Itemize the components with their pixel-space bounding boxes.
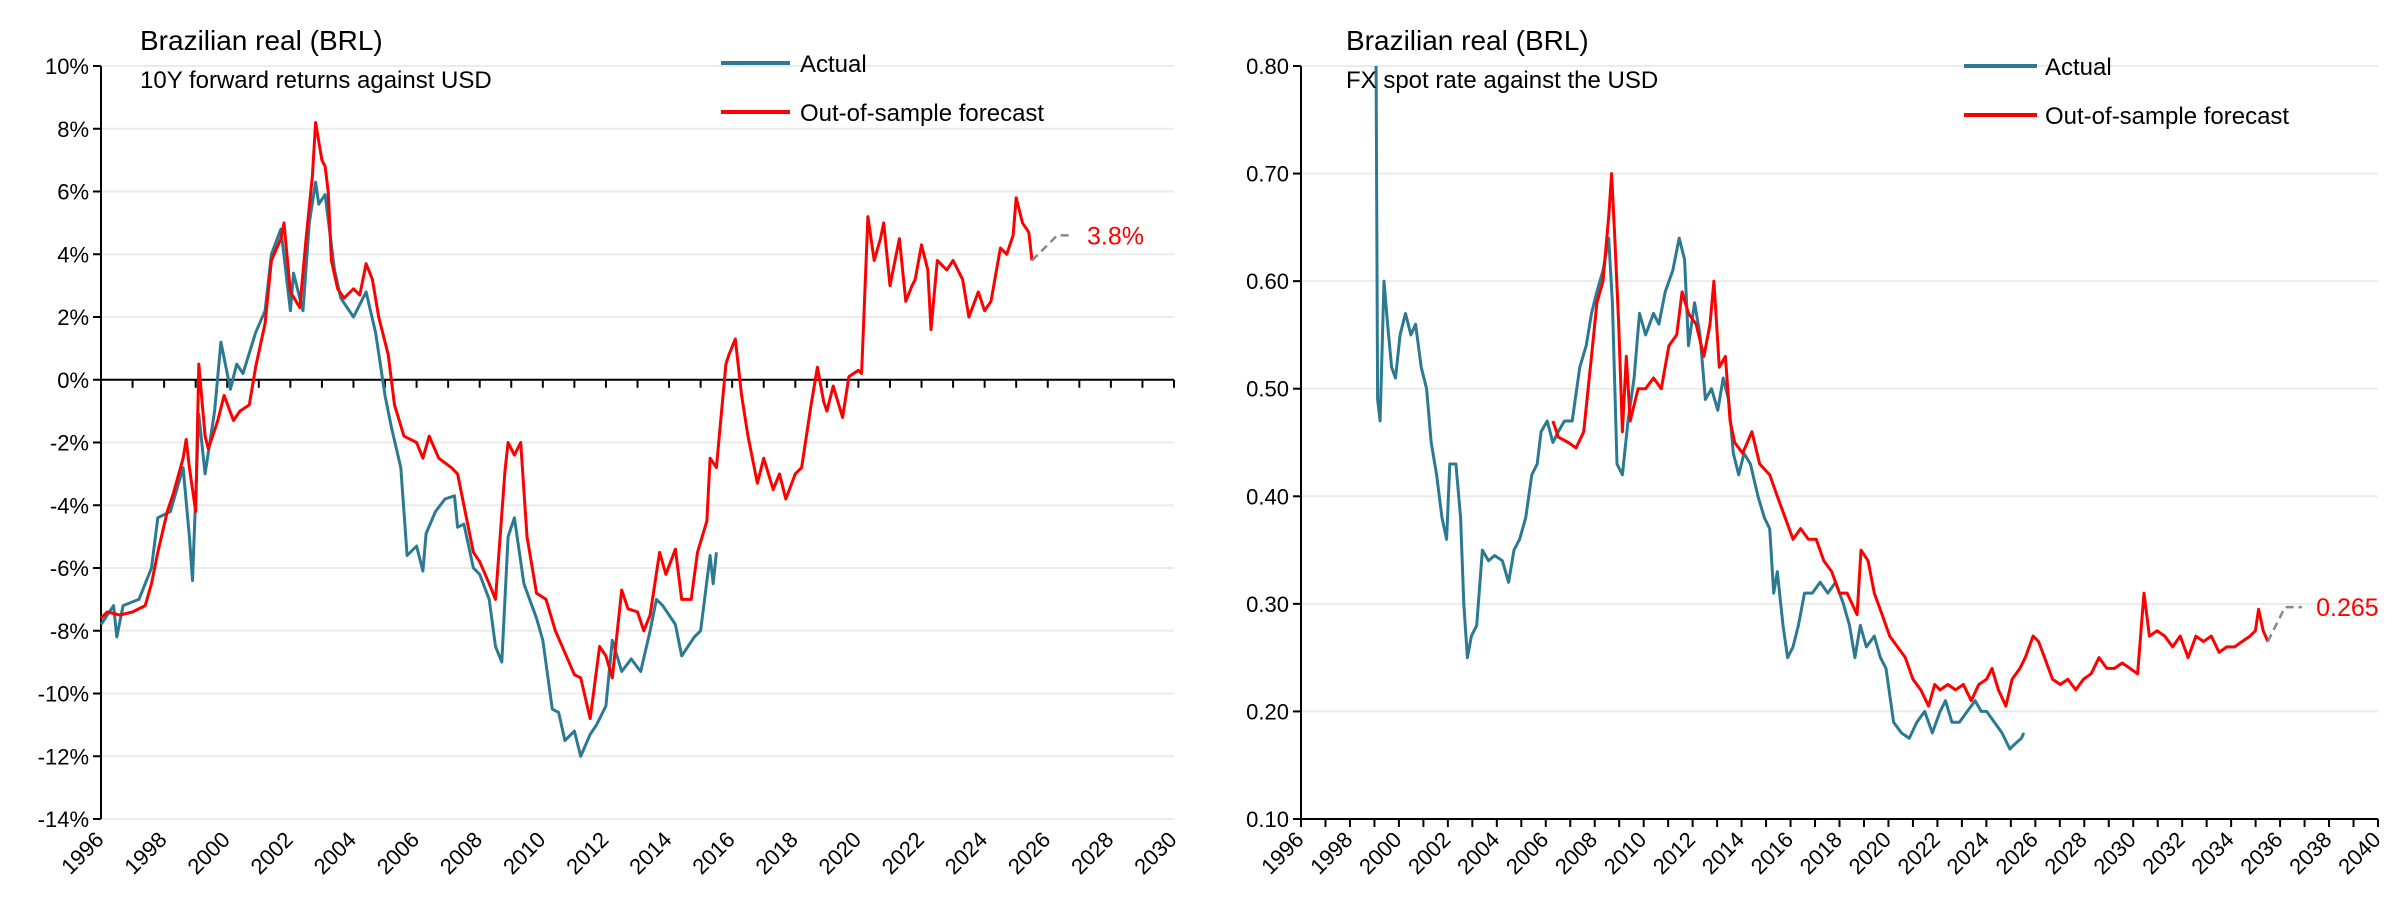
left-chart-subtitle: 10Y forward returns against USD bbox=[140, 67, 492, 94]
y-tick-label: -12% bbox=[38, 744, 89, 769]
x-tick-label: 2000 bbox=[1354, 827, 1406, 879]
x-tick-label: 2012 bbox=[561, 827, 613, 879]
x-tick-label: 2018 bbox=[751, 827, 803, 879]
legend-forecast-label: Out-of-sample forecast bbox=[2045, 103, 2289, 130]
left-chart: 10%8%6%4%2%0%-2%-4%-6%-8%-10%-12%-14%199… bbox=[38, 25, 1182, 879]
right-chart-subtitle: FX spot rate against the USD bbox=[1346, 67, 1658, 94]
x-tick-label: 2014 bbox=[1697, 827, 1749, 879]
x-tick-label: 2010 bbox=[498, 827, 550, 879]
y-tick-label: 0.80 bbox=[1246, 54, 1289, 79]
series-line-out-of-sample-forecast bbox=[1551, 172, 2270, 708]
x-tick-label: 2020 bbox=[814, 827, 866, 879]
y-tick-label: 0% bbox=[57, 368, 89, 393]
x-tick-label: 2024 bbox=[1942, 827, 1994, 879]
x-tick-label: 2026 bbox=[1991, 827, 2043, 879]
x-tick-label: 2038 bbox=[2284, 827, 2336, 879]
y-tick-label: -8% bbox=[50, 619, 89, 644]
x-tick-label: 2026 bbox=[1003, 827, 1055, 879]
forecast-end-label: 3.8% bbox=[1087, 222, 1144, 250]
right-chart-title: Brazilian real (BRL) bbox=[1346, 25, 1589, 56]
x-tick-label: 2016 bbox=[687, 827, 739, 879]
x-tick-label: 2028 bbox=[2040, 827, 2092, 879]
y-tick-label: 10% bbox=[45, 54, 89, 79]
legend-forecast-label: Out-of-sample forecast bbox=[800, 100, 1044, 127]
plot-area: 0.80 0.70 0.60 0.50 0.40 0.30 0.20 0.1019961998… bbox=[1246, 54, 2385, 879]
y-tick-label: 2% bbox=[57, 305, 89, 330]
series-line-projection bbox=[2266, 605, 2302, 643]
right-legend: Actual Out-of-sample forecast bbox=[1964, 54, 2289, 130]
y-tick-label: -6% bbox=[50, 556, 89, 581]
x-tick-label: 1998 bbox=[119, 827, 171, 879]
x-tick-label: 2002 bbox=[246, 827, 298, 879]
y-tick-label: 4% bbox=[57, 242, 89, 267]
x-tick-label: 2004 bbox=[1452, 827, 1504, 879]
x-tick-label: 2004 bbox=[309, 827, 361, 879]
x-tick-label: 2040 bbox=[2333, 827, 2385, 879]
legend-actual-label: Actual bbox=[2045, 54, 2112, 81]
x-tick-label: 2010 bbox=[1599, 827, 1651, 879]
x-tick-label: 2030 bbox=[2088, 827, 2140, 879]
x-tick-label: 2022 bbox=[1893, 827, 1945, 879]
plot-area: 10%8%6%4%2%0%-2%-4%-6%-8%-10%-12%-14%199… bbox=[38, 54, 1182, 879]
right-chart: 0.80 0.70 0.60 0.50 0.40 0.30 0.20 0.1019961998… bbox=[1246, 25, 2385, 879]
y-tick-label: 0.30 bbox=[1246, 592, 1289, 617]
series-line-out-of-sample-forecast bbox=[99, 121, 1034, 721]
y-tick-label: 0.70 bbox=[1246, 162, 1289, 187]
x-tick-label: 2018 bbox=[1795, 827, 1847, 879]
legend-actual-label: Actual bbox=[800, 51, 867, 78]
x-tick-label: 2008 bbox=[1550, 827, 1602, 879]
left-chart-title: Brazilian real (BRL) bbox=[140, 25, 383, 56]
x-tick-label: 2012 bbox=[1648, 827, 1700, 879]
y-tick-label: -14% bbox=[38, 807, 89, 832]
x-tick-label: 2006 bbox=[372, 827, 424, 879]
x-tick-label: 2006 bbox=[1501, 827, 1553, 879]
y-tick-label: -10% bbox=[38, 682, 89, 707]
x-tick-label: 2002 bbox=[1403, 827, 1455, 879]
x-tick-label: 2008 bbox=[435, 827, 487, 879]
x-tick-label: 2000 bbox=[182, 827, 234, 879]
y-tick-label: 0.50 bbox=[1246, 377, 1289, 402]
forecast-end-label: 0.265 bbox=[2316, 594, 2379, 622]
x-tick-label: 1996 bbox=[56, 827, 108, 879]
y-tick-label: 0.10 bbox=[1246, 807, 1289, 832]
x-tick-label: 2014 bbox=[624, 827, 676, 879]
y-tick-label: -2% bbox=[50, 431, 89, 456]
x-tick-label: 2020 bbox=[1844, 827, 1896, 879]
y-tick-label: 0.20 bbox=[1246, 699, 1289, 724]
y-tick-label: 0.60 bbox=[1246, 269, 1289, 294]
x-tick-label: 2034 bbox=[2186, 827, 2238, 879]
x-tick-label: 2016 bbox=[1746, 827, 1798, 879]
x-tick-label: 2028 bbox=[1066, 827, 1118, 879]
x-tick-label: 1998 bbox=[1305, 827, 1357, 879]
x-tick-label: 2036 bbox=[2235, 827, 2287, 879]
y-tick-label: 8% bbox=[57, 117, 89, 142]
series-line-actual bbox=[1374, 65, 2026, 751]
left-legend: Actual Out-of-sample forecast bbox=[721, 51, 1044, 127]
x-tick-label: 2032 bbox=[2137, 827, 2189, 879]
x-tick-label: 1996 bbox=[1256, 827, 1308, 879]
y-tick-label: 0.40 bbox=[1246, 484, 1289, 509]
y-tick-label: 6% bbox=[57, 180, 89, 205]
x-tick-label: 2030 bbox=[1129, 827, 1181, 879]
x-tick-label: 2024 bbox=[940, 827, 992, 879]
y-tick-label: -4% bbox=[50, 493, 89, 518]
x-tick-label: 2022 bbox=[877, 827, 929, 879]
series-line-projection bbox=[1031, 234, 1073, 262]
series-line-actual bbox=[99, 180, 718, 758]
